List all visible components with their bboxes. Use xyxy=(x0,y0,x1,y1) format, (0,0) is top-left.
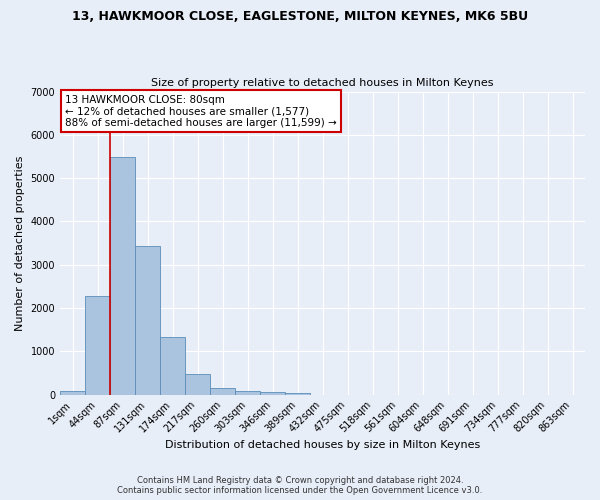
Bar xyxy=(235,390,260,394)
Text: Contains HM Land Registry data © Crown copyright and database right 2024.
Contai: Contains HM Land Registry data © Crown c… xyxy=(118,476,482,495)
Bar xyxy=(60,391,85,394)
Bar xyxy=(260,392,285,394)
Bar xyxy=(85,296,110,394)
X-axis label: Distribution of detached houses by size in Milton Keynes: Distribution of detached houses by size … xyxy=(165,440,480,450)
Y-axis label: Number of detached properties: Number of detached properties xyxy=(15,156,25,331)
Bar xyxy=(160,338,185,394)
Title: Size of property relative to detached houses in Milton Keynes: Size of property relative to detached ho… xyxy=(151,78,494,88)
Text: 13, HAWKMOOR CLOSE, EAGLESTONE, MILTON KEYNES, MK6 5BU: 13, HAWKMOOR CLOSE, EAGLESTONE, MILTON K… xyxy=(72,10,528,23)
Bar xyxy=(210,388,235,394)
Bar xyxy=(285,393,310,394)
Text: 13 HAWKMOOR CLOSE: 80sqm
← 12% of detached houses are smaller (1,577)
88% of sem: 13 HAWKMOOR CLOSE: 80sqm ← 12% of detach… xyxy=(65,94,337,128)
Bar xyxy=(185,374,210,394)
Bar xyxy=(135,246,160,394)
Bar xyxy=(110,158,135,394)
